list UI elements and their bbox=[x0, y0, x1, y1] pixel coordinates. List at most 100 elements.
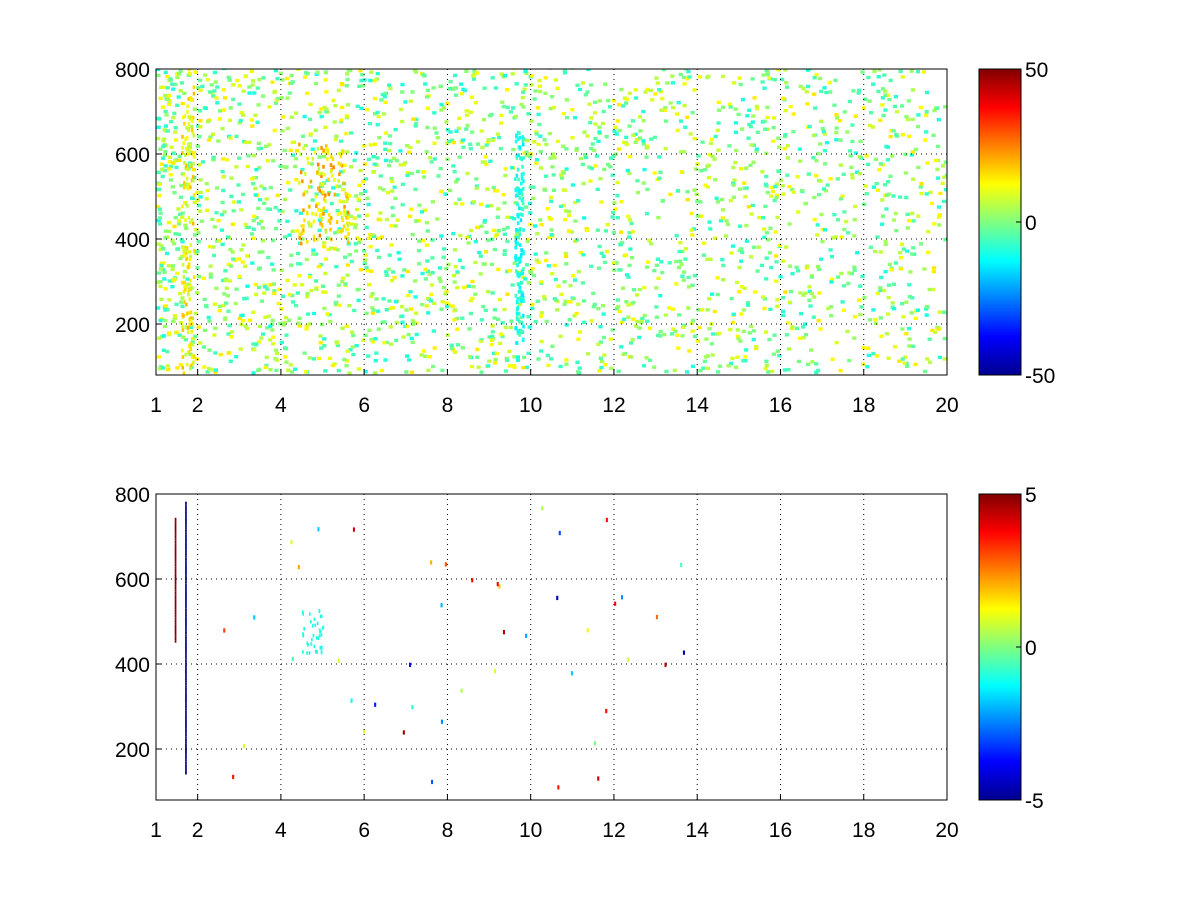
heatmap-cell bbox=[496, 267, 501, 272]
heatmap-cell bbox=[564, 254, 569, 258]
heatmap-cell bbox=[615, 216, 620, 220]
heatmap-cell bbox=[555, 139, 560, 144]
heatmap-cell bbox=[670, 332, 675, 336]
heatmap-cell bbox=[165, 95, 170, 100]
heatmap-cell bbox=[163, 164, 168, 168]
heatmap-cell bbox=[259, 219, 264, 224]
heatmap-cell bbox=[337, 179, 340, 183]
heatmap-cell bbox=[738, 339, 743, 343]
heatmap-cell bbox=[383, 91, 388, 96]
heatmap-cell bbox=[211, 157, 216, 161]
heatmap-cell bbox=[313, 150, 317, 155]
heatmap-cell bbox=[454, 180, 459, 184]
heatmap-cell bbox=[910, 211, 915, 216]
heatmap-cell bbox=[574, 238, 579, 242]
heatmap-cell bbox=[167, 333, 172, 337]
heatmap-cell bbox=[819, 119, 824, 123]
heatmap-cell bbox=[518, 333, 521, 337]
heatmap-cell bbox=[690, 111, 695, 115]
heatmap-cell bbox=[716, 100, 721, 105]
heatmap-cell bbox=[888, 174, 893, 178]
heatmap-cell bbox=[384, 270, 389, 274]
heatmap-cell bbox=[268, 185, 273, 190]
heatmap-cell bbox=[439, 108, 444, 112]
heatmap-cell bbox=[886, 312, 891, 316]
heatmap-cell bbox=[490, 76, 495, 80]
heatmap-cell bbox=[364, 311, 369, 315]
heatmap-cell bbox=[450, 304, 455, 308]
heatmap-cell bbox=[285, 219, 290, 224]
heatmap-cell bbox=[597, 130, 602, 134]
heatmap-cell bbox=[500, 321, 505, 325]
heatmap-cell bbox=[380, 92, 385, 97]
heatmap-cell bbox=[228, 106, 233, 110]
heatmap-cell bbox=[163, 70, 168, 75]
heatmap-cell bbox=[308, 204, 311, 209]
heatmap-cell bbox=[775, 304, 780, 308]
heatmap-cell bbox=[316, 264, 321, 269]
heatmap-cell bbox=[310, 642, 313, 646]
heatmap-cell bbox=[534, 132, 539, 136]
heatmap-cell bbox=[880, 87, 886, 91]
heatmap-cell bbox=[384, 273, 389, 278]
heatmap-cell bbox=[362, 249, 367, 253]
heatmap-cell bbox=[342, 169, 346, 173]
heatmap-cell bbox=[184, 202, 188, 206]
heatmap-cell bbox=[186, 152, 191, 156]
heatmap-cell bbox=[161, 348, 166, 352]
heatmap-cell bbox=[814, 174, 819, 178]
heatmap-cell bbox=[434, 131, 439, 135]
heatmap-cell bbox=[393, 300, 398, 304]
heatmap-cell bbox=[200, 160, 206, 164]
heatmap-cell bbox=[411, 117, 416, 121]
heatmap-cell bbox=[935, 106, 940, 110]
heatmap-cell bbox=[552, 105, 557, 110]
heatmap-cell bbox=[783, 69, 788, 72]
heatmap-cell bbox=[610, 173, 615, 177]
heatmap-cell bbox=[194, 311, 199, 316]
heatmap-cell bbox=[211, 94, 216, 98]
heatmap-cell bbox=[271, 268, 276, 272]
heatmap-cell bbox=[486, 140, 491, 144]
heatmap-cell bbox=[430, 271, 435, 275]
heatmap-cell bbox=[318, 341, 323, 345]
heatmap-cell bbox=[188, 257, 191, 262]
heatmap-cell bbox=[449, 343, 454, 347]
heatmap-cell bbox=[337, 227, 342, 231]
heatmap-cell bbox=[607, 105, 613, 109]
heatmap-cell bbox=[652, 135, 657, 140]
heatmap-cell bbox=[212, 302, 217, 306]
heatmap-cell bbox=[170, 285, 175, 289]
heatmap-cell bbox=[377, 135, 382, 140]
heatmap-cell bbox=[517, 270, 522, 275]
heatmap-cell bbox=[891, 282, 897, 286]
heatmap-cell bbox=[553, 78, 559, 82]
heatmap-cell bbox=[363, 369, 368, 374]
heatmap-cell bbox=[330, 173, 334, 178]
heatmap-cell bbox=[786, 347, 792, 351]
heatmap-cell bbox=[158, 284, 163, 289]
heatmap-cell bbox=[251, 236, 256, 240]
heatmap-cell bbox=[510, 72, 515, 76]
heatmap-cell bbox=[158, 365, 163, 369]
heatmap-cell bbox=[539, 280, 544, 284]
heatmap-cell bbox=[517, 189, 520, 194]
heatmap-cell bbox=[829, 255, 834, 259]
heatmap-cell bbox=[338, 151, 343, 156]
heatmap-cell bbox=[379, 98, 384, 102]
heatmap-cell bbox=[181, 335, 186, 339]
heatmap-cell bbox=[803, 201, 808, 206]
heatmap-cell bbox=[463, 88, 468, 93]
heatmap-cell bbox=[621, 286, 626, 290]
heatmap-cell bbox=[192, 161, 195, 166]
heatmap-cell bbox=[185, 504, 187, 507]
heatmap-cell bbox=[736, 334, 741, 339]
heatmap-cell bbox=[277, 219, 282, 223]
heatmap-cell bbox=[442, 247, 447, 251]
heatmap-cell bbox=[814, 73, 819, 77]
heatmap-cell bbox=[237, 84, 242, 88]
heatmap-cell bbox=[388, 306, 393, 311]
heatmap-cell bbox=[858, 284, 863, 288]
heatmap-cell bbox=[187, 215, 191, 220]
heatmap-cell bbox=[345, 273, 350, 277]
